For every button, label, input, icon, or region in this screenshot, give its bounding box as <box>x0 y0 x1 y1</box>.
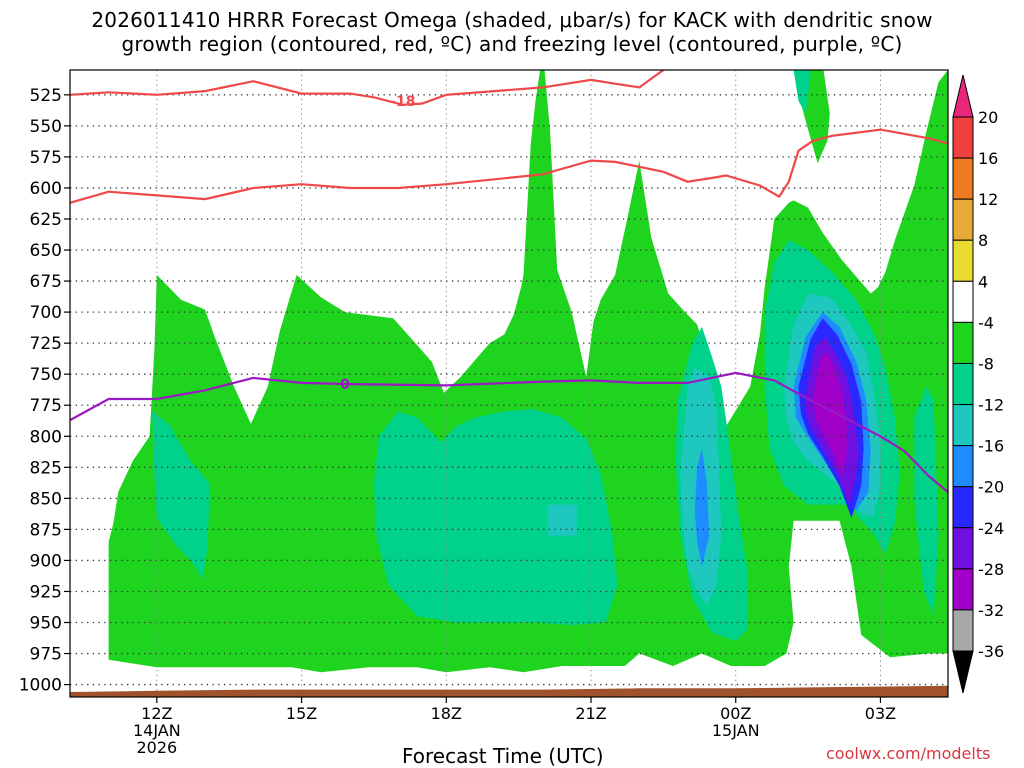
colorbar-top-arrow <box>952 74 974 118</box>
y-tick-label: 725 <box>30 334 62 354</box>
colorbar-band-1 <box>952 157 974 200</box>
x-tick-sublabel: 2026 <box>136 738 177 757</box>
colorbar-label: -32 <box>978 601 1004 620</box>
colorbar-band-10 <box>952 527 974 570</box>
y-tick-label: 775 <box>30 396 62 416</box>
colorbar-band-2 <box>952 198 974 241</box>
colorbar-label: -12 <box>978 396 1004 415</box>
y-tick-label: 575 <box>30 148 62 168</box>
x-axis-title: Forecast Time (UTC) <box>402 744 604 768</box>
colorbar-label: 8 <box>978 231 988 250</box>
colorbar-label: -24 <box>978 519 1004 538</box>
colorbar-band-12 <box>952 609 974 652</box>
colorbar-label: -36 <box>978 642 1004 661</box>
freezing-level-line <box>70 371 948 493</box>
x-tick-sublabel: 14JAN <box>133 721 181 740</box>
omega-region-3 <box>373 409 618 625</box>
colorbar-label: -20 <box>978 478 1004 497</box>
y-tick-label: 700 <box>30 303 62 323</box>
colorbar-label: 16 <box>978 149 998 168</box>
colorbar-label: 4 <box>978 272 988 291</box>
colorbar-label: -16 <box>978 437 1004 456</box>
colorbar-band-5 <box>952 321 974 364</box>
terrain-fill <box>70 685 948 697</box>
y-tick-label: 650 <box>30 241 62 261</box>
colorbar-label: -4 <box>978 313 994 332</box>
y-tick-label: 975 <box>30 645 62 665</box>
colorbar-label: 20 <box>978 108 998 127</box>
plot-frame <box>69 69 949 698</box>
x-tick-label: 12Z <box>141 704 172 723</box>
colorbar-band-3 <box>952 239 974 282</box>
colorbar-band-0 <box>952 116 974 159</box>
colorbar-label: -28 <box>978 560 1004 579</box>
x-tick-label: 15Z <box>286 704 317 723</box>
x-tick-label: 00Z <box>720 704 751 723</box>
chart-title-line-2: growth region (contoured, red, ºC) and f… <box>121 32 903 56</box>
dgz-contour-1 <box>70 128 948 204</box>
y-tick-label: 750 <box>30 365 62 385</box>
y-tick-label: 800 <box>30 427 62 447</box>
dgz-contour-label: -18 <box>390 94 415 110</box>
y-tick-label: 925 <box>30 582 62 602</box>
y-tick-label: 625 <box>30 210 62 230</box>
dgz-contour-0 <box>70 70 666 106</box>
x-tick-label: 18Z <box>431 704 462 723</box>
colorbar-band-7 <box>952 404 974 447</box>
y-tick-label: 875 <box>30 520 62 540</box>
colorbar-band-9 <box>952 486 974 529</box>
y-tick-label: 1000 <box>19 676 62 696</box>
colorbar-band-6 <box>952 362 974 406</box>
x-tick-label: 03Z <box>865 704 896 723</box>
y-tick-label: 550 <box>30 117 62 137</box>
colorbar: 20 16 12 8 4 -4 -8 -12 -16 -20 -24 -28 -32 -36 <box>952 74 1004 694</box>
omega-region-6 <box>793 70 811 114</box>
colorbar-bottom-arrow <box>952 650 974 694</box>
y-tick-label: 825 <box>30 458 62 478</box>
chart-title-line-1: 2026011410 HRRR Forecast Omega (shaded, … <box>91 8 933 32</box>
plot-area: -18 0 <box>70 70 948 697</box>
colorbar-band-11 <box>952 568 974 611</box>
y-tick-label: 600 <box>30 179 62 199</box>
colorbar-label: 12 <box>978 190 998 209</box>
freezing-level-label: 0 <box>340 377 350 393</box>
x-tick-label: 21Z <box>575 704 606 723</box>
omega-region-10 <box>547 504 577 536</box>
colorbar-band-8 <box>952 445 974 488</box>
y-tick-label: 850 <box>30 489 62 509</box>
colorbar-band-4 <box>952 280 974 323</box>
omega-region-15 <box>812 351 847 476</box>
omega-region-11 <box>694 448 710 567</box>
colorbar-label: -8 <box>978 354 994 373</box>
omega-region-2 <box>152 411 210 579</box>
x-tick-sublabel: 15JAN <box>712 721 760 740</box>
y-tick-label: 900 <box>30 551 62 571</box>
omega-region-7 <box>914 386 939 617</box>
credit-link[interactable]: coolwx.com/modelts <box>826 744 991 763</box>
y-tick-label: 525 <box>30 86 62 106</box>
y-tick-label: 675 <box>30 272 62 292</box>
y-tick-label: 950 <box>30 614 62 634</box>
